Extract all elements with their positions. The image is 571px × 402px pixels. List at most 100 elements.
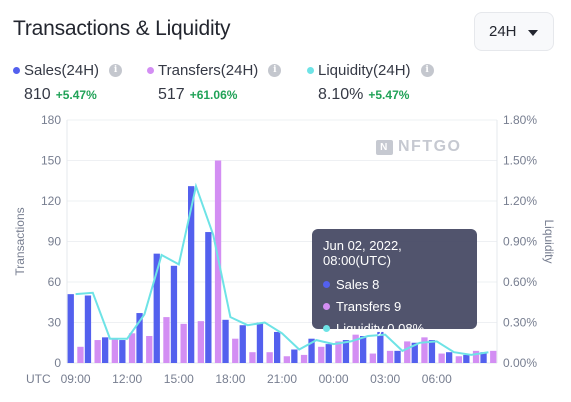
sales-bar <box>411 342 418 363</box>
transfers-bar <box>335 341 342 363</box>
metric-transfers-value: 517 <box>158 86 185 103</box>
sales-bar <box>274 331 281 363</box>
transfers-bar <box>352 334 359 363</box>
tooltip-sales-text: Sales 8 <box>336 277 380 292</box>
transfers-bar <box>180 323 187 363</box>
transfers-bar <box>111 338 118 363</box>
x-axis-prefix: UTC <box>26 372 51 386</box>
liquidity-dot-icon <box>323 325 330 332</box>
chart-tooltip: Jun 02, 2022, 08:00(UTC) Sales 8 Transfe… <box>312 229 477 336</box>
transfers-bar <box>300 354 308 363</box>
transfers-bar <box>369 353 376 363</box>
y2-tick-label: 1.50% <box>503 154 537 168</box>
y2-tick-label: 0.60% <box>503 275 537 289</box>
transfers-bar <box>94 340 101 363</box>
sales-bar <box>446 352 453 363</box>
y2-tick-label: 1.20% <box>503 194 537 208</box>
transfers-bar <box>128 333 136 363</box>
transfers-bar <box>146 336 153 363</box>
y2-tick-label: 0.90% <box>503 235 537 249</box>
metric-sales-label: Sales(24H) <box>24 61 100 79</box>
tooltip-row-transfers: Transfers 9 <box>323 299 466 314</box>
time-range-select[interactable]: 24H <box>474 12 554 51</box>
transfers-bar <box>421 337 428 363</box>
sales-bar <box>205 232 212 363</box>
tooltip-transfers-text: Transfers 9 <box>336 299 402 314</box>
sales-bar <box>342 340 350 363</box>
sales-bar <box>188 186 195 363</box>
transfers-bar <box>283 356 290 363</box>
liquidity-dot-icon <box>307 66 314 74</box>
transfers-bar <box>266 352 273 363</box>
nftgo-watermark: N NFTGO <box>376 138 462 156</box>
transfers-bar <box>386 350 394 363</box>
sales-bar <box>239 325 246 363</box>
sales-dot-icon <box>13 66 20 74</box>
metric-liquidity-label: Liquidity(24H) <box>318 61 411 79</box>
y2-tick-label: 0.30% <box>503 316 537 330</box>
transfers-bar <box>318 346 325 363</box>
sales-bar <box>394 350 401 363</box>
y2-tick-label: 1.80% <box>503 113 537 127</box>
sales-dot-icon <box>323 281 330 288</box>
transfers-dot-icon <box>147 66 154 74</box>
y2-axis-title: Liquidity <box>542 219 556 263</box>
transfers-bar <box>77 346 84 363</box>
sales-bar <box>360 336 367 363</box>
transfers-bar <box>163 317 170 363</box>
x-tick-label: 15:00 <box>164 372 194 386</box>
y-tick-label: 120 <box>41 194 61 208</box>
transfers-bar <box>249 352 256 363</box>
tooltip-row-liquidity: Liquidity 0.08% <box>323 321 466 336</box>
y-tick-label: 60 <box>48 275 62 289</box>
y-axis-title: Transactions <box>13 207 27 275</box>
sales-bar <box>480 352 487 363</box>
metric-liquidity: Liquidity(24H) i 8.10% +5.47% <box>307 61 434 104</box>
metric-sales: Sales(24H) i 810 +5.47% <box>13 61 123 104</box>
tooltip-liquidity-text: Liquidity 0.08% <box>336 321 425 336</box>
y-tick-label: 0 <box>54 356 61 370</box>
metric-transfers-change: +61.06% <box>189 88 238 102</box>
watermark-text: NFTGO <box>398 138 462 155</box>
transfers-bar <box>438 353 445 363</box>
x-tick-label: 21:00 <box>267 372 297 386</box>
transfers-bar <box>490 350 497 363</box>
transfers-dot-icon <box>323 303 330 310</box>
transfers-bar <box>232 338 239 363</box>
sales-bar <box>170 265 178 363</box>
metric-sales-change: +5.47% <box>55 88 97 102</box>
nftgo-logo-icon: N <box>376 139 393 155</box>
x-tick-label: 06:00 <box>422 372 452 386</box>
x-tick-label: 09:00 <box>61 372 91 386</box>
x-tick-label: 12:00 <box>112 372 142 386</box>
transfers-bar <box>472 350 480 363</box>
transfers-bar <box>197 321 204 363</box>
sales-bar <box>222 319 229 363</box>
metric-liquidity-value: 8.10% <box>318 86 364 103</box>
sales-bar <box>428 340 436 363</box>
time-range-value: 24H <box>489 23 517 40</box>
y-tick-label: 150 <box>41 154 61 168</box>
info-icon[interactable]: i <box>268 63 282 77</box>
info-icon[interactable]: i <box>109 63 123 77</box>
liquidity-line <box>75 182 489 356</box>
sales-bar <box>463 354 470 363</box>
y-tick-label: 30 <box>48 316 62 330</box>
info-icon[interactable]: i <box>420 63 434 77</box>
y2-tick-label: 0.00% <box>503 356 537 370</box>
sales-bar <box>102 337 109 363</box>
sales-bar <box>153 253 160 363</box>
metric-transfers-label: Transfers(24H) <box>158 61 259 79</box>
x-tick-label: 03:00 <box>370 372 400 386</box>
y-tick-label: 90 <box>48 235 62 249</box>
x-tick-label: 18:00 <box>215 372 245 386</box>
metric-transfers: Transfers(24H) i 517 +61.06% <box>147 61 282 104</box>
sales-bar <box>84 295 92 363</box>
sales-bar <box>256 322 264 363</box>
card-title: Transactions & Liquidity <box>13 17 231 40</box>
caret-down-icon <box>528 30 538 36</box>
transfers-bar <box>404 341 411 363</box>
x-tick-label: 00:00 <box>319 372 349 386</box>
sales-bar <box>119 340 126 363</box>
